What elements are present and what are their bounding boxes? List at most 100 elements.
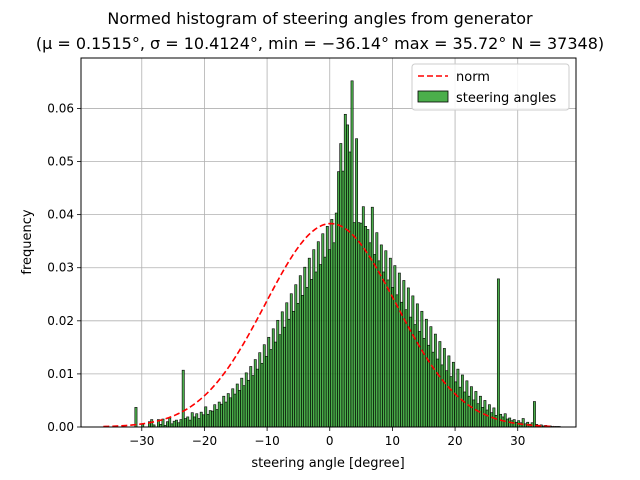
histogram-bar <box>289 293 293 428</box>
histogram-bar <box>222 395 226 428</box>
histogram-bar <box>496 278 500 428</box>
x-tick-label: −10 <box>254 434 279 448</box>
histogram-bar <box>168 417 172 428</box>
histogram-bar <box>391 287 395 428</box>
histogram-bar <box>357 222 361 428</box>
histogram-bar <box>260 362 264 428</box>
histogram-bar <box>319 264 322 428</box>
histogram-bar <box>301 295 304 428</box>
histogram-bar <box>208 410 212 428</box>
histogram-bar <box>431 351 435 428</box>
histogram-bar <box>224 401 228 428</box>
histogram-bar <box>267 336 271 428</box>
histogram-bar <box>285 302 289 428</box>
histogram-bar <box>204 406 208 428</box>
histogram-bar <box>370 206 374 428</box>
histogram-bar <box>253 359 257 428</box>
histogram-bar <box>494 415 498 428</box>
histogram-bar <box>406 287 410 428</box>
histogram-bar <box>199 411 203 428</box>
histogram-bar <box>269 349 273 428</box>
histogram-bar <box>197 418 201 428</box>
plot-frame <box>80 57 577 428</box>
histogram-bar <box>247 379 250 428</box>
histogram-bar <box>172 420 176 428</box>
histogram-bar <box>433 333 437 428</box>
histogram-bar <box>244 372 248 428</box>
histogram-bar <box>458 386 462 428</box>
histogram-bar <box>177 422 181 428</box>
histogram-bar <box>303 266 307 428</box>
histogram-bar <box>271 328 275 428</box>
y-tick-label: 0.06 <box>47 101 74 115</box>
histogram-bar <box>424 318 428 428</box>
histogram-bar <box>193 416 196 428</box>
histogram-bar <box>368 242 372 428</box>
histogram-bar <box>238 390 241 428</box>
legend-norm-label: norm <box>456 70 490 85</box>
histogram-bar <box>438 341 442 428</box>
histogram-bar <box>334 212 338 428</box>
histogram-bar <box>377 260 381 428</box>
histogram-bar <box>386 279 390 428</box>
histogram-bar <box>402 280 406 428</box>
histogram-bar <box>181 369 185 428</box>
histogram-bar <box>314 271 318 428</box>
legend: norm steering angles <box>411 63 570 111</box>
histogram-bar <box>226 393 230 428</box>
histogram-bar <box>395 294 399 428</box>
histogram-bar <box>514 421 518 428</box>
histogram-bar <box>220 403 223 428</box>
histogram-bar <box>312 249 316 428</box>
histogram-bar <box>235 383 239 428</box>
histogram-bar <box>481 407 485 428</box>
histogram-bar <box>449 376 453 428</box>
histogram-bar <box>265 356 268 428</box>
histogram-bar <box>411 295 415 428</box>
histogram-bar <box>305 287 309 428</box>
histogram-bar <box>215 409 219 428</box>
histogram-bar <box>388 257 392 428</box>
histogram-bar <box>521 418 525 428</box>
histogram-bar <box>211 410 214 428</box>
histogram-bar <box>249 366 253 428</box>
histogram-bar <box>184 418 187 428</box>
x-tick-label: −30 <box>129 434 154 448</box>
x-tick-label: −20 <box>192 434 217 448</box>
histogram-bar <box>361 206 365 428</box>
histogram-bar <box>352 222 356 428</box>
histogram-bar <box>366 229 370 428</box>
histogram-bar <box>298 275 302 428</box>
histogram-bar <box>262 344 266 428</box>
histogram-bar <box>348 151 352 428</box>
histogram-bar <box>296 302 300 428</box>
histogram-bar <box>229 397 232 428</box>
histogram-bar <box>190 412 194 428</box>
histogram-bar <box>310 279 313 428</box>
histogram-bar <box>436 358 440 428</box>
histogram-bar <box>186 416 190 428</box>
y-tick-label: 0.00 <box>47 420 74 434</box>
histogram-bar <box>292 310 295 428</box>
histogram-bar <box>337 171 340 428</box>
histogram-bar <box>213 404 217 428</box>
histogram-bars <box>134 80 561 428</box>
histogram-bar <box>467 395 471 428</box>
y-tick-label: 0.03 <box>47 261 74 275</box>
histogram-bar <box>231 388 235 428</box>
histogram-bar <box>307 257 311 428</box>
histogram-bar <box>339 143 343 428</box>
histogram-bar <box>287 318 291 428</box>
histogram-bar <box>472 399 476 428</box>
histogram-bar <box>202 414 205 428</box>
histogram-bar <box>465 380 469 428</box>
y-axis-label: frequency <box>20 209 35 275</box>
axis-ticks: −30 −20 −10 0 10 20 30 0.00 0.01 0.02 0.03 0.04 0.05… <box>47 101 525 448</box>
histogram-bar <box>413 324 417 428</box>
histogram-bar <box>397 272 401 428</box>
x-tick-label: 30 <box>510 434 525 448</box>
histogram-bar <box>316 241 320 428</box>
histogram-bar <box>476 403 480 428</box>
histogram-bar <box>373 254 377 428</box>
